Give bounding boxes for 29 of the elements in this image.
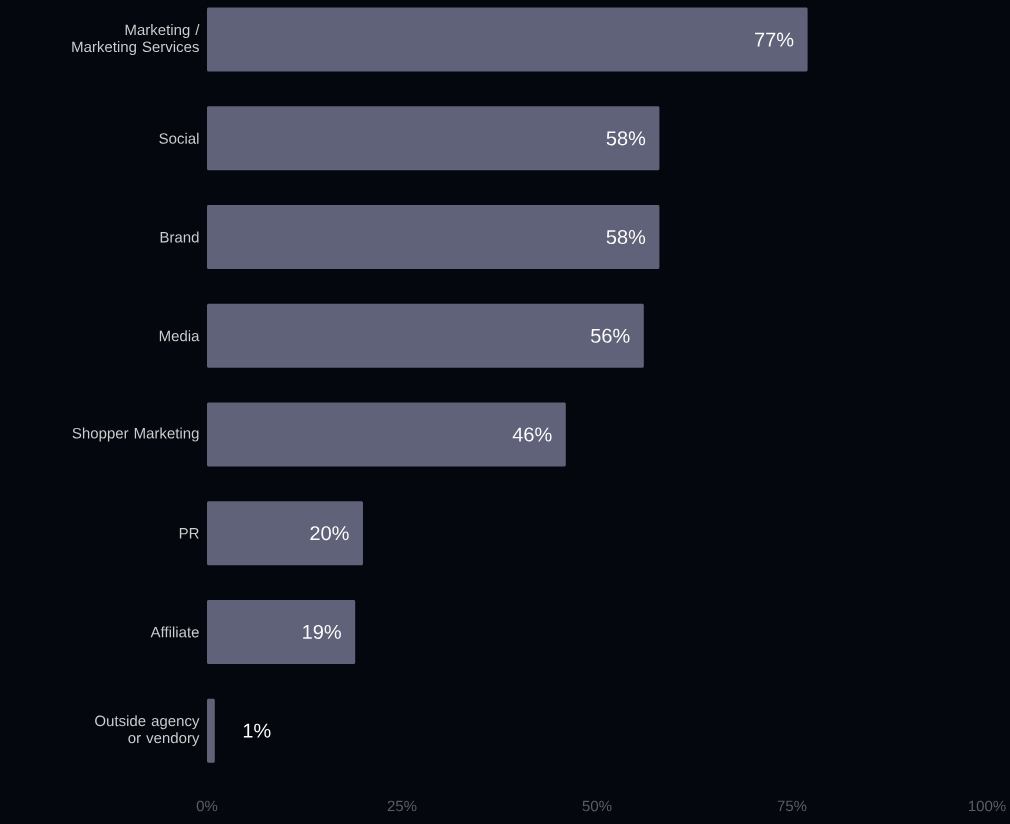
- data-label: 58%: [606, 131, 646, 146]
- bar: [207, 501, 363, 566]
- y-tick-label: Media: [159, 330, 200, 342]
- data-label: 46%: [512, 427, 552, 442]
- bar: [207, 698, 215, 763]
- y-tick-label: Shopper Marketing: [72, 427, 199, 442]
- bar: [207, 106, 660, 171]
- y-tick-label: Affiliate: [150, 626, 199, 638]
- data-label: 1%: [243, 723, 271, 738]
- y-tick-label: Brand: [160, 231, 199, 243]
- bar: [207, 205, 660, 269]
- data-label: 20%: [310, 526, 349, 541]
- data-label: 58%: [606, 229, 646, 245]
- data-label: 77%: [755, 32, 794, 47]
- bar: [207, 303, 644, 368]
- data-label: 56%: [591, 328, 630, 343]
- x-tick-label: 50%: [582, 800, 612, 812]
- y-tick-label: Marketing / Marketing Services: [72, 24, 200, 56]
- x-tick-label: 0%: [196, 800, 218, 812]
- bar: [207, 7, 808, 72]
- bar: [207, 599, 356, 664]
- data-label: 19%: [303, 624, 341, 639]
- x-tick-label: 75%: [777, 800, 807, 812]
- y-tick-label: Social: [159, 132, 199, 144]
- y-tick-label: PR: [179, 528, 199, 539]
- x-tick-label: 25%: [387, 800, 417, 812]
- y-tick-label: Outside agency or vendory: [95, 715, 200, 747]
- bar: [207, 402, 566, 467]
- x-tick-label: 100%: [968, 800, 1006, 812]
